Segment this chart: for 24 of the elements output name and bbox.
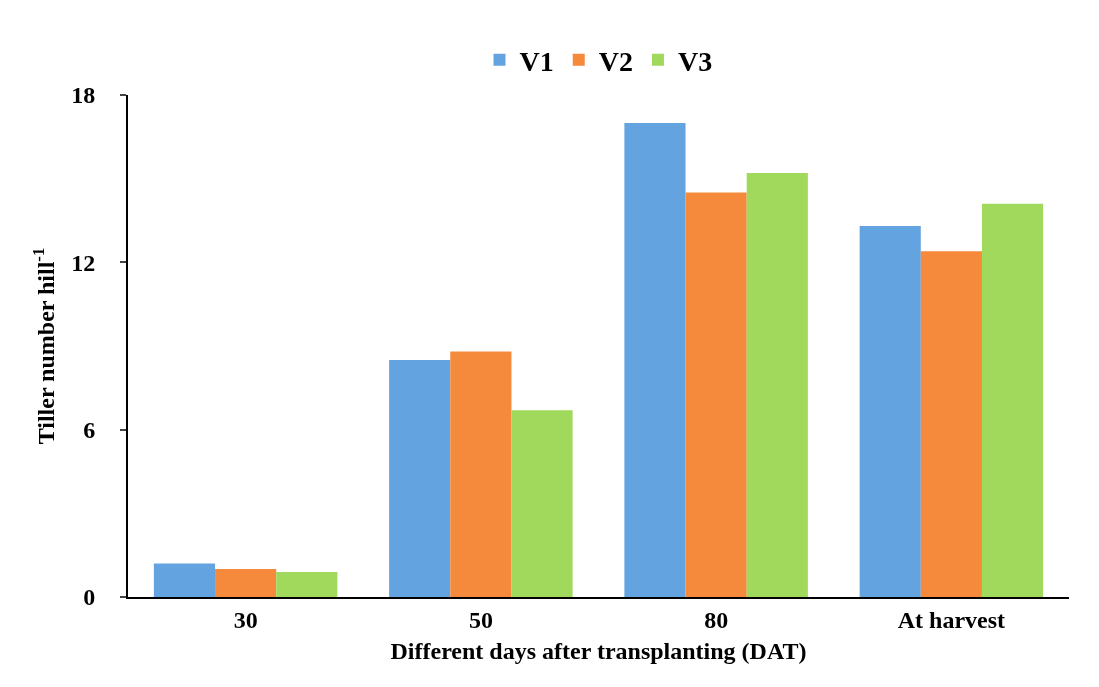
- bar: [981, 203, 1044, 597]
- y-tick-label: 6: [83, 417, 96, 444]
- bar: [511, 410, 573, 597]
- y-tick-label: 12: [71, 249, 96, 276]
- y-tick-label: 18: [71, 82, 96, 109]
- y-tick-label: 0: [83, 584, 96, 611]
- x-axis-title: Different days after transplanting (DAT): [390, 637, 807, 664]
- bar: [153, 563, 216, 597]
- x-tick-label: 50: [468, 606, 493, 633]
- bar: [685, 192, 747, 597]
- bar: [624, 122, 686, 597]
- bar: [859, 226, 921, 597]
- bar: [389, 359, 451, 597]
- x-tick-label: 30: [233, 606, 258, 633]
- legend-label: V2: [598, 45, 633, 77]
- legend-label: V3: [677, 45, 713, 77]
- bar: [276, 571, 338, 597]
- bar: [450, 351, 512, 597]
- x-tick-label: 80: [704, 606, 729, 633]
- legend-label: V1: [519, 45, 554, 77]
- bar: [920, 251, 982, 597]
- bar: [746, 173, 808, 597]
- x-tick-label: At harvest: [897, 606, 1006, 633]
- bar: [215, 569, 277, 597]
